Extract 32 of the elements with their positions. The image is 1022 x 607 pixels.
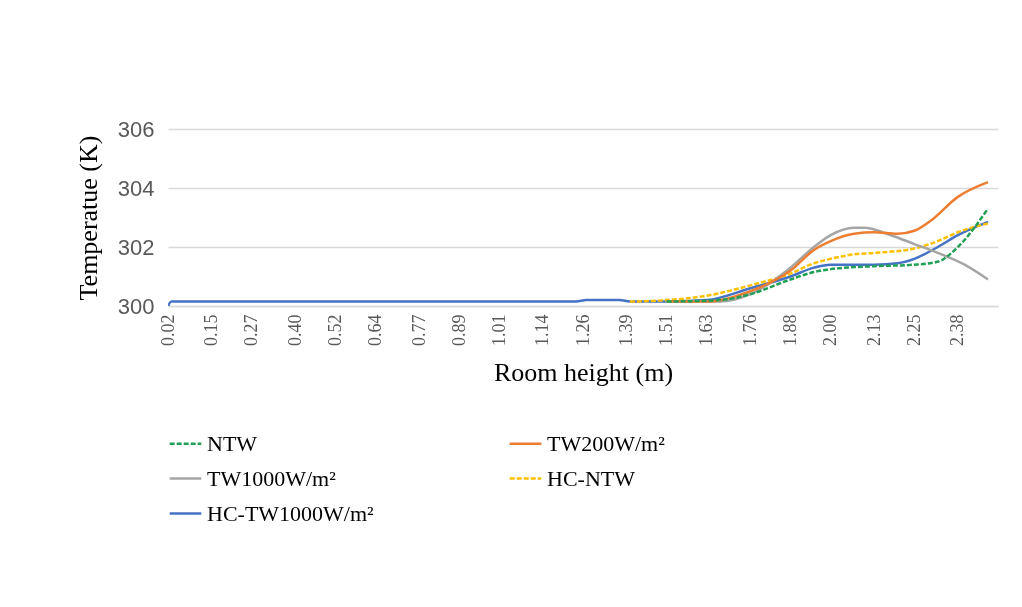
x-tick-label: 1.14 [532,314,553,346]
x-tick-label: 0.40 [284,314,305,346]
legend-label: HC-NTW [547,465,636,491]
x-tick-label: 0.27 [241,314,262,346]
x-tick-label: 1.39 [616,314,637,346]
x-tick-label: 1.26 [572,314,593,346]
x-tick-label: 1.88 [780,314,800,346]
x-tick-label: 1.01 [488,314,509,346]
x-tick-label: 0.64 [365,314,385,346]
x-tick-label: 0.77 [408,314,429,346]
legend-label: NTW [207,430,258,456]
legend-label: TW1000W/m² [207,465,337,491]
x-tick-label: 0.89 [448,314,469,346]
x-tick-label: 2.13 [863,314,884,346]
x-tick-label: 1.63 [696,314,717,346]
x-tick-label: 1.76 [739,314,760,346]
x-tick-label: 2.38 [947,314,968,346]
y-tick-label: 300 [117,293,155,319]
x-tick-label: 0.52 [324,314,345,346]
y-axis-title: Temperatue (K) [73,135,103,301]
line-series [665,207,990,303]
y-tick-label: 304 [117,175,155,201]
x-tick-label: 2.00 [820,314,841,346]
x-tick-label: 0.15 [201,314,222,346]
y-tick-label: 302 [117,234,155,260]
x-tick-label: 0.02 [157,314,178,346]
x-axis-title: Room height (m) [493,358,674,387]
x-tick-label: 2.25 [903,314,924,346]
x-tick-label: 1.51 [656,314,677,346]
legend-label: HC-TW1000W/m² [207,500,375,526]
legend-label: TW200W/m² [547,430,666,456]
y-tick-label: 306 [117,116,155,142]
